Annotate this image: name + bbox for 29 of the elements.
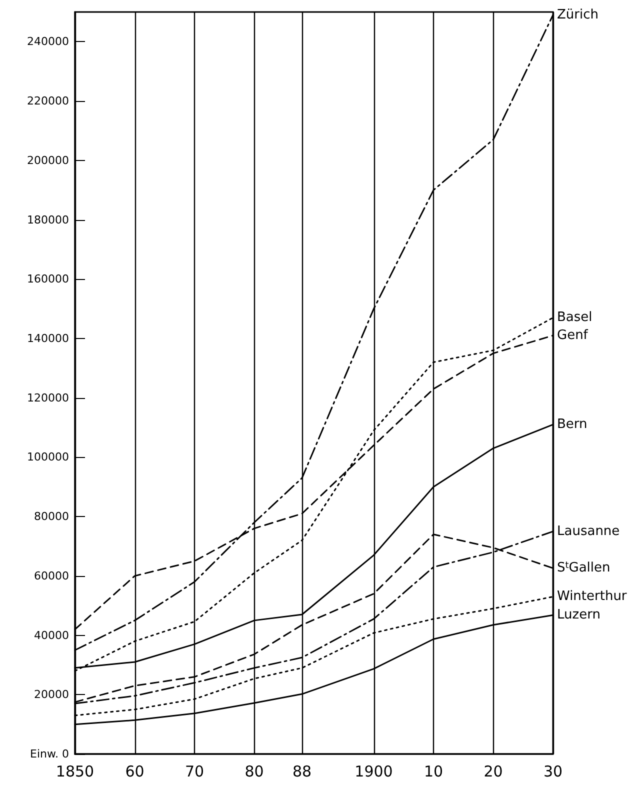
series-label: Basel [557,310,592,326]
x-tick-label: 70 [184,762,204,780]
y-tick-label: 80000 [34,510,69,524]
x-tick-label: 30 [543,762,563,780]
y-tick-label: 100000 [27,450,69,464]
x-tick-label: 20 [484,762,503,780]
series-label: Zürich [557,7,598,22]
series-label: Luzern [557,608,600,623]
y-tick-label: 240000 [27,35,69,48]
series-label: Winterthur [557,589,628,604]
x-tick-label: 1850 [56,762,94,780]
x-tick-label: 10 [424,762,444,780]
y-tick-label: 160000 [27,272,69,286]
x-tick-label: 80 [244,762,264,780]
y-tick-label: 180000 [27,213,69,226]
y-tick-label: 120000 [27,391,69,404]
x-tick-label: 88 [292,762,312,780]
y-tick-label: 20000 [34,688,69,702]
y-tick-label: 60000 [34,569,69,582]
x-tick-label: 60 [125,762,144,780]
series-label: Genf [557,328,588,344]
series-label: Bern [557,417,588,432]
series-label: Lausanne [557,524,620,539]
x-tick-label: 1900 [354,762,393,780]
y-tick-label: 200000 [27,154,69,167]
y-tick-label: 220000 [27,94,69,108]
y-tick-label: 40000 [34,628,69,642]
y-tick-label: Einw. 0 [30,748,69,760]
y-tick-label: 140000 [27,332,69,345]
